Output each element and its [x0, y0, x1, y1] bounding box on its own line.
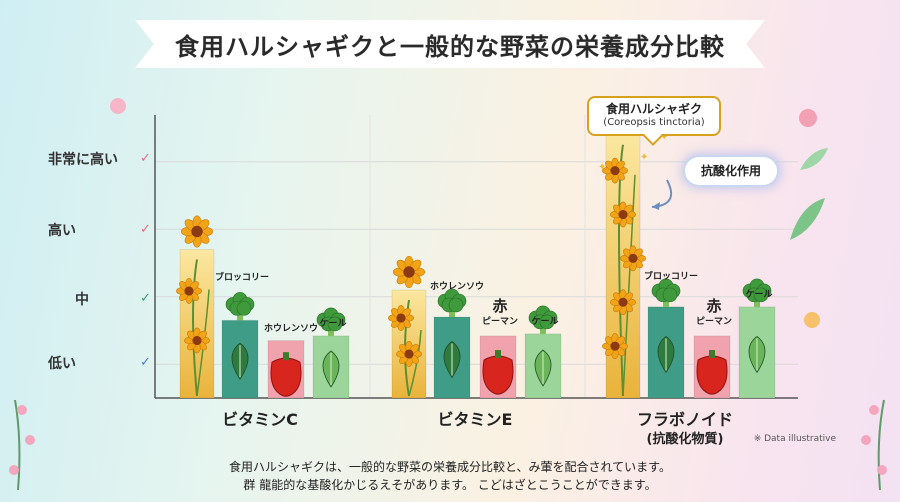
group-label-flavonoid: フラボノイド	[636, 410, 733, 429]
broccoli-icon	[316, 307, 346, 336]
broccoli-icon	[225, 292, 255, 321]
coreopsis-flower-0-0	[180, 215, 214, 248]
vine-flower-icon	[861, 435, 871, 445]
bar-2-kale	[738, 278, 776, 399]
bar-label-9: ブロッコリー	[644, 271, 699, 282]
coreopsis-flower-4-0	[392, 255, 426, 289]
coreopsis-flower-0-1	[176, 278, 202, 304]
bar-2-spinach	[647, 278, 685, 399]
badge-arrow	[651, 179, 672, 208]
broccoli-icon	[437, 288, 467, 317]
bar-label-6: 赤ピーマン	[481, 296, 518, 327]
data-note: ※ Data illustrative	[753, 434, 836, 444]
sparkle-icon: ✦	[660, 132, 668, 143]
bar-0-coreopsis	[176, 215, 215, 399]
svg-text:✓: ✓	[140, 355, 151, 370]
group-sublabel-flavonoid: (抗酸化物質)	[646, 432, 724, 447]
bar-0-pepper	[267, 340, 305, 399]
red-pepper-icon	[696, 355, 728, 395]
svg-text:✓: ✓	[140, 222, 151, 237]
coreopsis-callout: 食用ハルシャギク (Coreopsis tinctoria)	[587, 96, 721, 136]
y-label-low: 低い	[48, 356, 76, 372]
bar-1-pepper	[479, 335, 517, 399]
bar-2-coreopsis	[602, 100, 646, 399]
title-banner: 食用ハルシャギクと一般的な野菜の栄養成分比較	[135, 20, 765, 68]
coreopsis-flower-4-1	[388, 305, 414, 331]
broccoli-icon	[742, 278, 772, 307]
bar-label-7: ケール	[531, 316, 559, 327]
y-label-very-high: 非常に高い	[48, 152, 118, 168]
antioxidant-badge: 抗酸化作用	[685, 157, 777, 185]
leaf-decor-icon	[790, 198, 825, 240]
callout-latin: (Coreopsis tinctoria)	[603, 117, 705, 128]
vine-flower-icon	[17, 405, 27, 415]
svg-text:✓: ✓	[140, 151, 151, 166]
decorations: ✦ ✦ ✦	[9, 98, 887, 491]
vine-flower-icon	[869, 405, 879, 415]
red-pepper-icon	[482, 355, 514, 395]
broccoli-icon	[528, 305, 558, 334]
footer-line-2: 群 龍能的な基酸化かじるえそがあります。 こどはざとこうことができます。	[243, 478, 657, 492]
group-label-vitamin-e: ビタミンE	[437, 410, 513, 429]
vine-flower-icon	[9, 465, 19, 475]
bar-label-3: ケール	[319, 318, 347, 329]
y-label-mid: 中	[75, 292, 89, 308]
sparkle-icon: ✦	[640, 152, 648, 163]
flower-decor-icon	[804, 312, 820, 328]
group-label-vitamin-c: ビタミンC	[222, 410, 298, 429]
flower-decor-icon	[799, 109, 817, 127]
bar-0-spinach	[221, 292, 259, 399]
broccoli-icon	[651, 278, 681, 307]
footer-line-1: 食用ハルシャギクは、一般的な野菜の栄養成分比較と、み葷を配合されています。	[229, 460, 671, 474]
coreopsis-flower-8-2	[610, 201, 636, 228]
coreopsis-flower-8-1	[602, 157, 628, 184]
y-checks: ✓ ✓ ✓ ✓	[140, 151, 151, 370]
bars-layer	[176, 100, 776, 399]
vine-flower-icon	[25, 435, 35, 445]
y-label-high: 高い	[48, 223, 76, 239]
bar-1-kale	[524, 305, 562, 399]
svg-text:✓: ✓	[140, 291, 151, 306]
coreopsis-flower-8-4	[610, 289, 636, 316]
bar-label-11: ケール	[745, 289, 773, 300]
bar-label-10: 赤ピーマン	[695, 296, 732, 327]
leaf-decor-icon	[800, 148, 828, 170]
bar-1-coreopsis	[388, 255, 427, 399]
red-pepper-icon	[270, 357, 302, 397]
coreopsis-flower-8-5	[602, 333, 628, 360]
coreopsis-flower-8-3	[620, 245, 646, 272]
bar-2-pepper	[693, 335, 731, 399]
bar-1-spinach	[433, 288, 471, 399]
chart-title: 食用ハルシャギクと一般的な野菜の栄養成分比較	[175, 32, 725, 61]
vine-left-icon	[14, 399, 21, 491]
sparkle-icon: ✦	[598, 162, 606, 173]
callout-name: 食用ハルシャギク	[605, 102, 702, 116]
vine-flower-icon	[877, 465, 887, 475]
bar-label-5: ホウレンソウ	[430, 282, 485, 292]
bar-rect-0	[179, 249, 215, 399]
badge-arrowhead	[652, 202, 660, 210]
bar-label-2: ホウレンソウ	[264, 323, 319, 334]
coreopsis-flower-0-2	[184, 327, 210, 354]
bar-label-broccoli-vc: ブロッコリー	[215, 273, 270, 283]
flower-decor-icon	[110, 98, 126, 114]
vine-right-icon	[877, 399, 885, 491]
bar-0-kale	[312, 307, 350, 399]
coreopsis-flower-4-2	[396, 341, 422, 367]
